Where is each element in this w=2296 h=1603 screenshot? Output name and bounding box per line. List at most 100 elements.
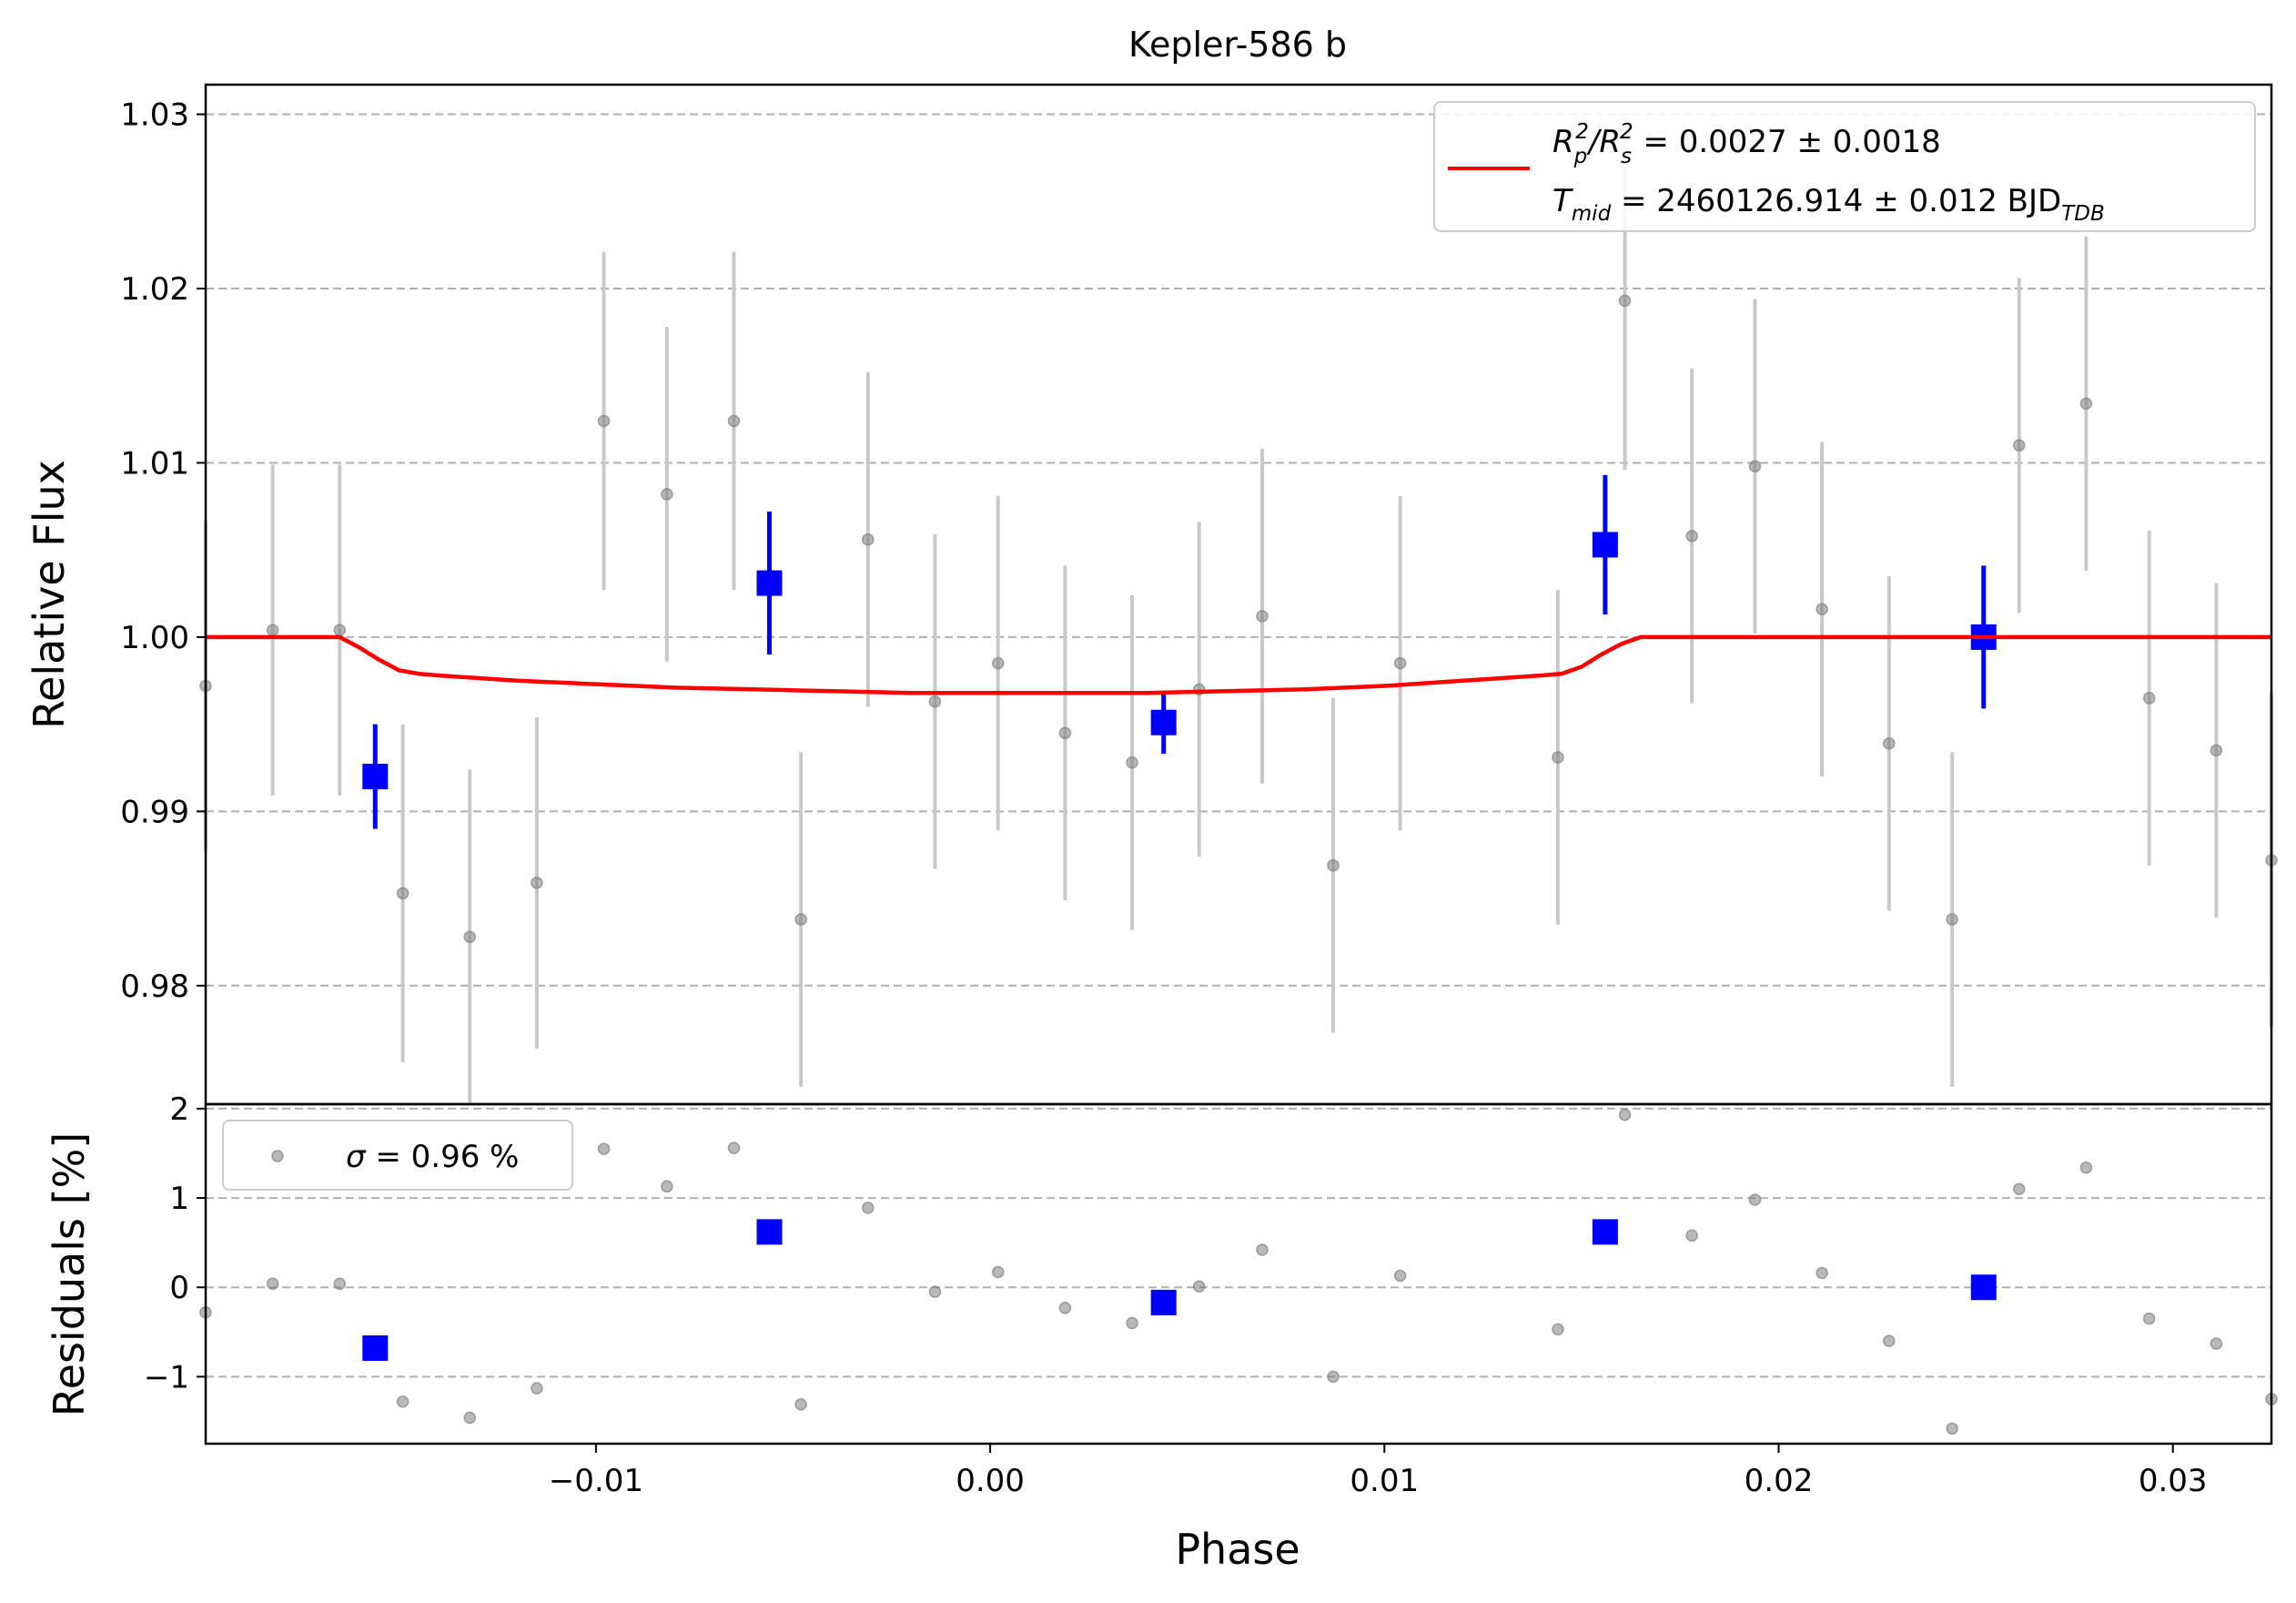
binned-residual-point (362, 1334, 389, 1361)
unbinned-point (661, 488, 673, 501)
bottom-y-tick-label: −1 (144, 1359, 189, 1395)
top-legend: Rp2/Rs2 = 0.0027 ± 0.0018 Tmid = 2460126… (1433, 101, 2256, 232)
residual-point (1748, 1193, 1762, 1206)
residual-point (1393, 1269, 1407, 1283)
unbinned-point (727, 414, 741, 428)
residual-point (661, 1180, 673, 1193)
residual-point (463, 1411, 476, 1425)
residual-legend-marker (271, 1150, 284, 1162)
bottom-gridlines (206, 1107, 2271, 1378)
bottom-plot-frame (204, 1102, 2273, 1446)
residual-point (1946, 1422, 1958, 1436)
unbinned-point (1618, 294, 1632, 308)
legend-sigma-text: σ = 0.96 % (346, 1139, 519, 1175)
top-y-tick-label: 1.03 (120, 97, 189, 134)
residual-point (862, 1202, 875, 1214)
bottom-binned-points (362, 1219, 1997, 1361)
unbinned-point (2079, 397, 2093, 411)
legend-depth-text: Rp2/Rs2 = 0.0027 ± 0.0018 (1553, 120, 1941, 168)
residual-point (597, 1142, 611, 1155)
top-y-tick-label: 1.02 (120, 271, 189, 308)
residual-point (991, 1265, 1005, 1279)
residual-point (333, 1277, 347, 1291)
binned-residual-point (1592, 1219, 1618, 1245)
binned-point (362, 764, 389, 790)
residual-point (266, 1277, 279, 1291)
x-tick-label: 0.01 (1350, 1463, 1419, 1499)
top-legend-box (1433, 101, 2256, 232)
unbinned-point (396, 887, 410, 900)
unbinned-point (1946, 913, 1958, 926)
residual-point (1126, 1316, 1138, 1330)
binned-residual-point (756, 1219, 783, 1245)
unbinned-point (333, 624, 347, 636)
residual-point (1685, 1229, 1698, 1243)
top-y-tick-label: 1.01 (120, 445, 189, 482)
residual-point (928, 1285, 942, 1298)
residual-point (1058, 1302, 1072, 1314)
binned-residual-point (1970, 1274, 1997, 1301)
legend-tmid-text: Tmid = 2460126.914 ± 0.012 BJDTDB (1553, 183, 2105, 226)
unbinned-point (1126, 756, 1138, 769)
top-y-axis-label: Relative Flux (25, 460, 74, 729)
unbinned-point (2012, 439, 2026, 452)
unbinned-point (1552, 751, 1564, 764)
x-axis-label: Phase (1175, 1525, 1300, 1574)
unbinned-point (991, 656, 1005, 670)
residual-point (1192, 1280, 1206, 1293)
residuals-panel: −1 0 1 2 −0.01 0.00 0.01 0.02 0.03 (144, 1091, 2278, 1499)
unbinned-point (1883, 736, 1896, 750)
light-curve-panel: 0.98 0.99 1.00 1.01 1.02 1.03 (120, 83, 2278, 1106)
residual-point (727, 1141, 741, 1154)
top-y-tick-label: 0.98 (120, 969, 189, 1005)
unbinned-point (1393, 656, 1407, 670)
bottom-unbinned-points (199, 1109, 2278, 1436)
x-tick-label: 0.02 (1745, 1463, 1814, 1499)
top-y-tick-label: 1.00 (120, 620, 189, 656)
x-tick-label: 0.03 (2139, 1463, 2208, 1499)
transit-model (206, 634, 2271, 695)
residual-point (2142, 1312, 2156, 1325)
binned-residual-point (1150, 1289, 1177, 1315)
unbinned-point (531, 877, 543, 889)
binned-point (756, 570, 783, 596)
residual-point (2210, 1337, 2223, 1350)
unbinned-point (1327, 858, 1340, 872)
x-tick-label: −0.01 (549, 1463, 643, 1499)
residual-point (531, 1382, 543, 1395)
bottom-y-tick-label: 0 (169, 1270, 189, 1306)
top-y-tick-label: 0.99 (120, 794, 189, 830)
residual-point (1618, 1109, 1632, 1121)
binned-point (1592, 532, 1618, 558)
unbinned-point (928, 695, 942, 708)
residual-point (1883, 1334, 1896, 1347)
unbinned-point (1256, 610, 1269, 623)
model-curve (206, 634, 2271, 695)
unbinned-point (597, 414, 611, 428)
residual-point (2012, 1182, 2026, 1195)
unbinned-point (266, 624, 279, 636)
bottom-legend: σ = 0.96 % (222, 1120, 573, 1191)
binned-point (1150, 709, 1177, 736)
x-tick-label: 0.00 (956, 1463, 1025, 1499)
residual-point (1256, 1243, 1269, 1256)
unbinned-point (1058, 726, 1072, 739)
unbinned-point (1685, 530, 1698, 543)
residual-point (794, 1398, 807, 1411)
residual-point (1327, 1370, 1340, 1384)
bottom-legend-box (222, 1120, 573, 1191)
residual-point (1816, 1266, 1828, 1280)
bottom-y-ticks: −1 0 1 2 (144, 1091, 206, 1395)
bottom-y-tick-label: 1 (169, 1181, 189, 1217)
unbinned-point (1748, 460, 1762, 473)
unbinned-point (463, 930, 476, 943)
unbinned-point (2210, 744, 2223, 757)
bottom-y-tick-label: 2 (169, 1091, 189, 1128)
residual-point (396, 1395, 410, 1408)
unbinned-point (794, 913, 807, 926)
residual-point (2079, 1161, 2093, 1174)
chart-title: Kepler-586 b (1128, 25, 1347, 65)
top-y-ticks: 0.98 0.99 1.00 1.01 1.02 1.03 (120, 97, 206, 1005)
x-ticks: −0.01 0.00 0.01 0.02 0.03 (549, 1444, 2208, 1499)
